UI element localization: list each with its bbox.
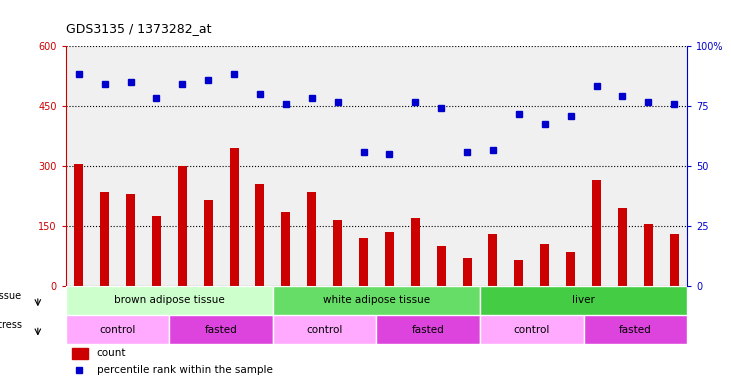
Bar: [488, 234, 498, 286]
Text: white adipose tissue: white adipose tissue: [323, 295, 430, 305]
Bar: [463, 258, 471, 286]
Bar: [178, 166, 187, 286]
Text: stress: stress: [0, 320, 22, 330]
Text: control: control: [99, 325, 136, 335]
Bar: [359, 238, 368, 286]
Bar: [566, 252, 575, 286]
Bar: [480, 286, 687, 315]
Bar: [436, 246, 446, 286]
Bar: [273, 315, 376, 344]
Text: liver: liver: [572, 295, 595, 305]
Bar: [273, 286, 480, 315]
Bar: [583, 315, 687, 344]
Bar: [72, 348, 88, 359]
Bar: [385, 232, 394, 286]
Text: control: control: [306, 325, 343, 335]
Bar: [66, 286, 273, 315]
Text: fasted: fasted: [412, 325, 444, 335]
Bar: [644, 224, 653, 286]
Text: fasted: fasted: [619, 325, 652, 335]
Bar: [618, 208, 627, 286]
Text: fasted: fasted: [205, 325, 238, 335]
Bar: [75, 164, 83, 286]
Bar: [126, 194, 135, 286]
Text: GDS3135 / 1373282_at: GDS3135 / 1373282_at: [66, 22, 211, 35]
Bar: [376, 315, 480, 344]
Bar: [152, 216, 161, 286]
Text: tissue: tissue: [0, 291, 22, 301]
Bar: [281, 212, 290, 286]
Bar: [670, 234, 678, 286]
Bar: [66, 315, 170, 344]
Bar: [333, 220, 342, 286]
Text: control: control: [514, 325, 550, 335]
Bar: [307, 192, 317, 286]
Bar: [592, 180, 601, 286]
Bar: [255, 184, 265, 286]
Bar: [540, 244, 549, 286]
Text: count: count: [96, 348, 126, 358]
Bar: [100, 192, 109, 286]
Bar: [204, 200, 213, 286]
Bar: [480, 315, 583, 344]
Bar: [515, 260, 523, 286]
Text: percentile rank within the sample: percentile rank within the sample: [96, 365, 273, 375]
Text: brown adipose tissue: brown adipose tissue: [114, 295, 224, 305]
Bar: [411, 218, 420, 286]
Bar: [170, 315, 273, 344]
Bar: [230, 148, 238, 286]
